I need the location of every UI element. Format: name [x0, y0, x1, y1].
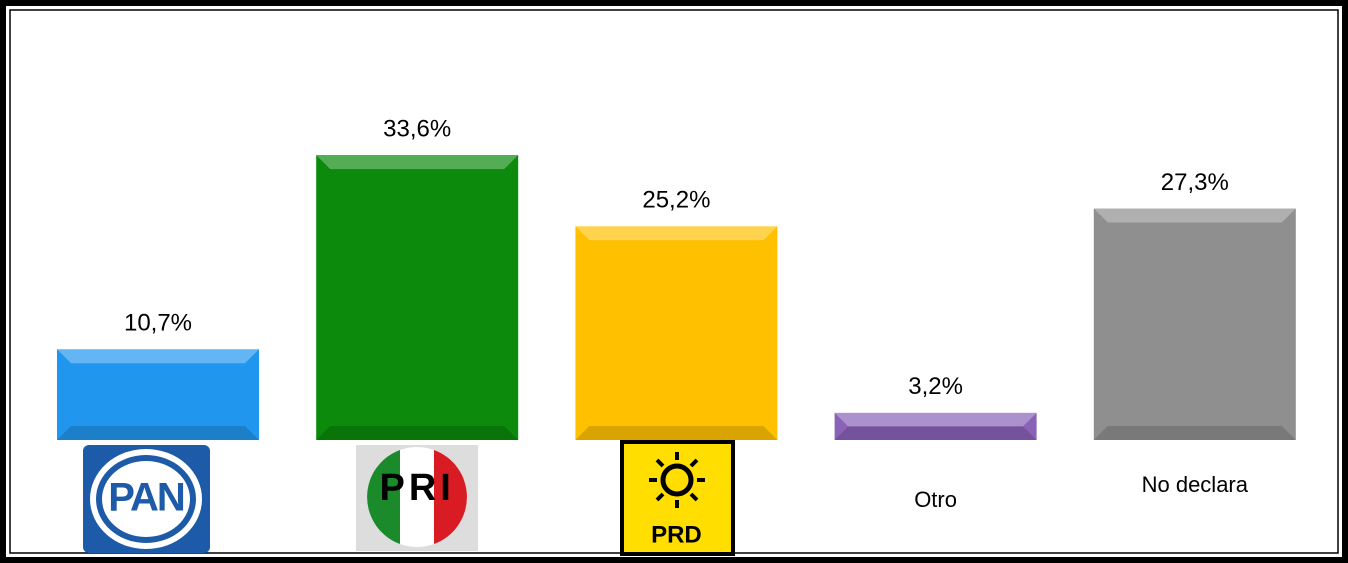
bar-bevel — [1093, 426, 1296, 440]
category-logo-label: PAN — [108, 476, 184, 520]
bar — [834, 412, 1037, 440]
bar — [1093, 208, 1296, 440]
bar-bevel — [316, 426, 519, 440]
bar — [57, 349, 259, 440]
pan-logo — [83, 445, 210, 553]
category-label: No declara — [1141, 472, 1248, 497]
bar — [575, 226, 778, 440]
bar-bevel — [316, 155, 519, 170]
category-logo-label: PRD — [651, 521, 702, 548]
prd-logo — [620, 440, 735, 556]
bar-bevel — [57, 349, 259, 364]
pri-logo — [356, 445, 478, 551]
bar-bevel — [575, 226, 778, 241]
value-label: 27,3% — [1161, 169, 1229, 196]
value-label: 25,2% — [642, 187, 710, 214]
bar — [316, 155, 519, 440]
bar-bevel — [834, 412, 1037, 427]
category-logo-label: PRI — [380, 467, 455, 509]
bar-bevel — [1093, 208, 1296, 223]
bar-bevel — [57, 426, 259, 440]
value-label: 10,7% — [124, 310, 192, 337]
bar-bevel — [834, 426, 1037, 440]
bar-bevel — [575, 426, 778, 440]
value-label: 3,2% — [908, 373, 963, 400]
category-label: Otro — [914, 487, 957, 512]
value-label: 33,6% — [383, 115, 451, 142]
